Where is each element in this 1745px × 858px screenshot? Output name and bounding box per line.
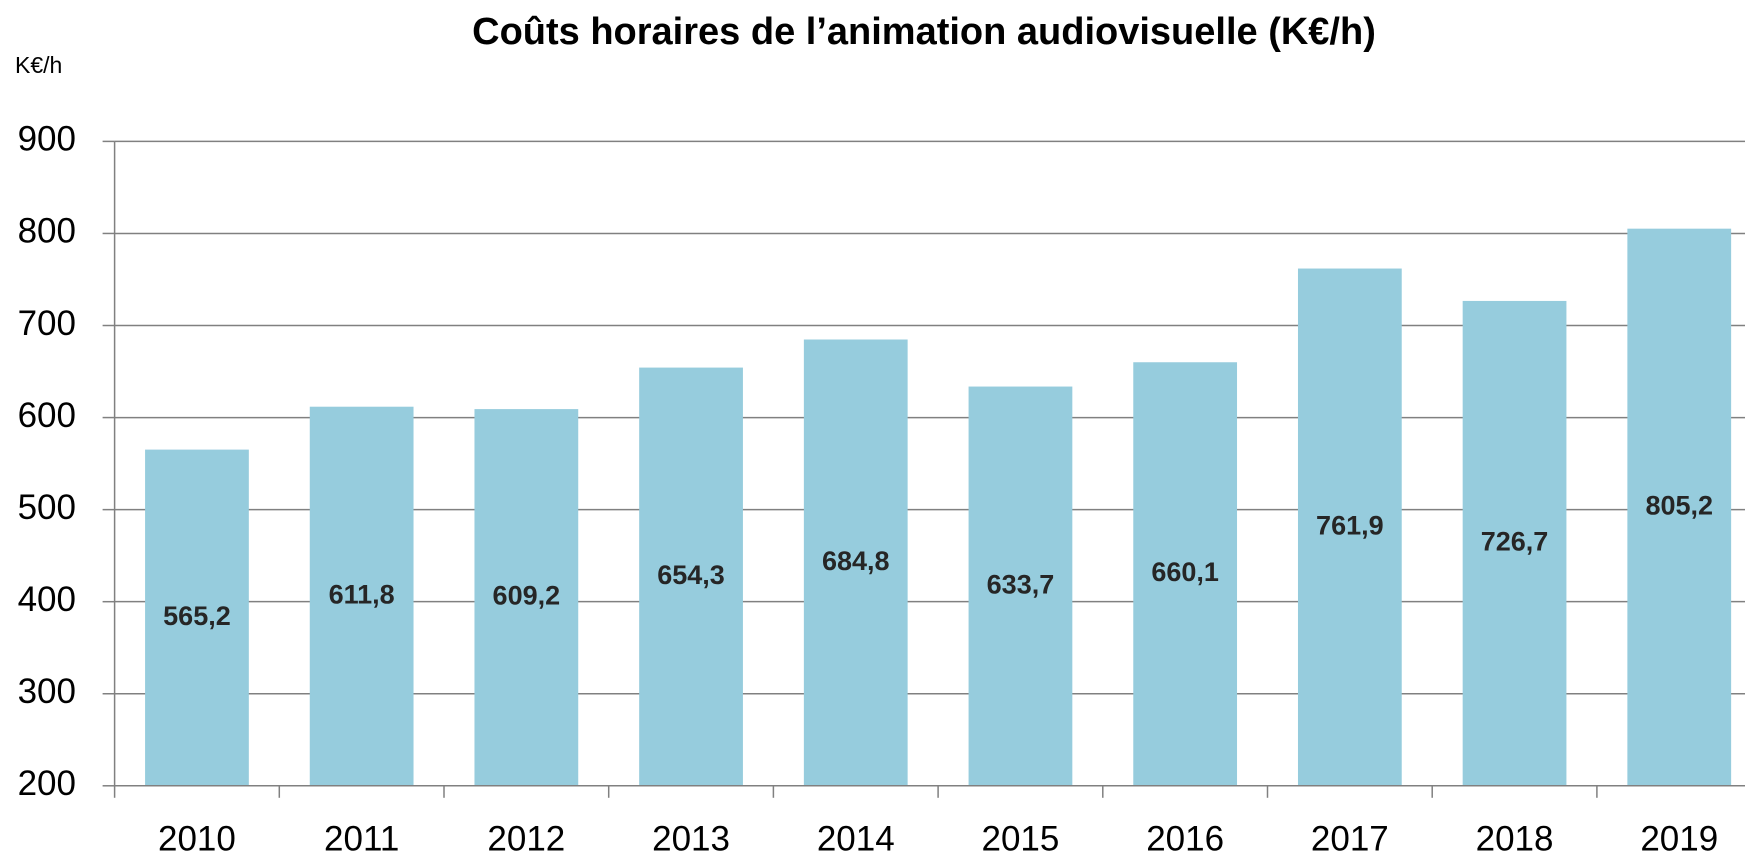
y-tick-label: 700 (18, 304, 76, 343)
y-tick-label: 400 (18, 580, 76, 619)
bar (1133, 362, 1238, 786)
value-label: 761,9 (1316, 510, 1384, 540)
value-label: 565,2 (163, 601, 231, 631)
x-tick-label: 2016 (1146, 819, 1224, 858)
x-tick-label: 2019 (1640, 819, 1718, 858)
x-tick-label: 2017 (1311, 819, 1389, 858)
bar (474, 409, 579, 786)
x-tick-label: 2011 (324, 819, 399, 858)
x-tick-label: 2010 (158, 819, 236, 858)
x-tick-label: 2012 (487, 819, 565, 858)
bar (639, 367, 743, 786)
bar (1297, 268, 1402, 786)
x-tick-label: 2018 (1476, 819, 1554, 858)
value-label: 611,8 (329, 579, 395, 609)
chart-title: Coûts horaires de l’animation audiovisue… (472, 11, 1376, 53)
bar (1462, 300, 1567, 786)
value-label: 684,8 (822, 546, 890, 576)
value-label: 609,2 (493, 581, 561, 611)
value-label: 726,7 (1481, 526, 1549, 556)
value-label: 660,1 (1151, 557, 1219, 587)
y-tick-label: 900 (18, 120, 76, 159)
value-label: 633,7 (987, 569, 1055, 599)
bar (145, 449, 249, 786)
x-tick-label: 2014 (817, 819, 895, 858)
bar (968, 386, 1073, 786)
x-tick-label: 2015 (982, 819, 1060, 858)
y-tick-label: 200 (18, 764, 76, 803)
y-tick-label: 800 (18, 212, 76, 251)
y-tick-label: 500 (18, 488, 76, 527)
y-axis-unit: K€/h (15, 52, 62, 78)
y-tick-label: 600 (18, 396, 76, 435)
value-label: 654,3 (657, 560, 725, 590)
bar (1627, 228, 1732, 786)
bar (309, 406, 414, 786)
value-label: 805,2 (1645, 490, 1713, 520)
x-tick-label: 2013 (652, 819, 730, 858)
y-tick-label: 300 (18, 672, 76, 711)
bar (803, 339, 908, 786)
